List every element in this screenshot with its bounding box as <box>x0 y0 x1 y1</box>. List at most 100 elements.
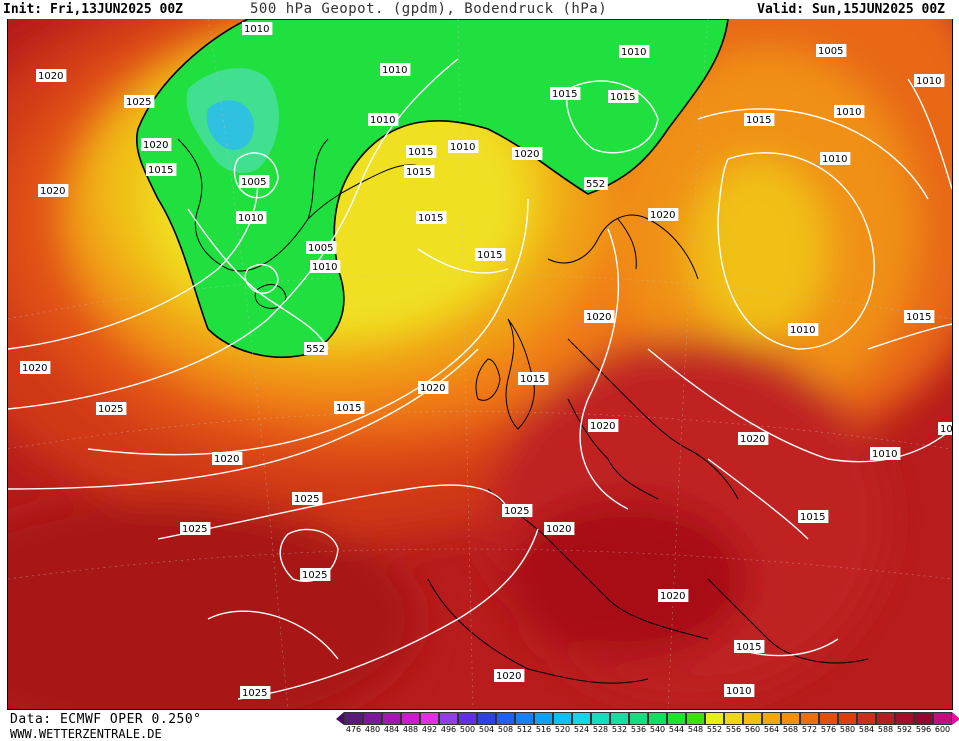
trough-552-region <box>135 19 729 358</box>
isobar-label-text: 1015 <box>336 403 361 414</box>
isobar-label-box <box>180 522 211 535</box>
isobar-label-box <box>380 63 411 76</box>
map-canvas: 1010 1020 1025 1020 1015 1020 1005 1010 1005 1010… <box>8 19 952 709</box>
isobar-label-text: 1010 <box>822 154 847 165</box>
isobar-label: 1025 <box>240 686 271 699</box>
isobar-label-text: 1025 <box>302 570 327 581</box>
isobar-label: 1015 <box>475 248 506 261</box>
isobar-label: 1025 <box>300 568 331 581</box>
legend-tick-label: 596 <box>915 725 932 734</box>
isobar-label-text: 1020 <box>660 591 685 602</box>
isobar-label-text: 552 <box>586 179 605 190</box>
isobar-label-text: 1025 <box>504 506 529 517</box>
legend-swatch <box>724 712 743 725</box>
isobar-label: 1010 <box>724 684 755 697</box>
legend-tick-label: 496 <box>440 725 457 734</box>
isobar-label-box <box>448 140 479 153</box>
legend-swatch <box>534 712 553 725</box>
isobar-label-text: 1015 <box>610 92 635 103</box>
data-source-label: Data: ECMWF OPER 0.250° <box>10 712 202 727</box>
legend-swatch <box>933 712 952 725</box>
isobar-label-box <box>239 175 270 188</box>
isobar-label-text: 1010 <box>382 65 407 76</box>
isobar-label: 1015 <box>904 310 935 323</box>
isobar-label-text: 1010 <box>836 107 861 118</box>
isobar-label: 1005 <box>816 44 847 57</box>
isobar-label-text: 1020 <box>40 186 65 197</box>
isobar-label: 1020 <box>20 361 51 374</box>
isobar-label-text: 1010 <box>726 686 751 697</box>
legend-swatch <box>781 712 800 725</box>
isobar-label-box <box>304 342 328 355</box>
isobar-label: 1020 <box>512 147 543 160</box>
isobar-label: 1025 <box>124 95 155 108</box>
legend-tick-label: 544 <box>668 725 685 734</box>
weather-map: 1010 1020 1025 1020 1015 1020 1005 1010 1005 1010… <box>7 19 953 710</box>
legend-swatch <box>591 712 610 725</box>
isobar-label-text: 1020 <box>214 454 239 465</box>
legend-swatch <box>819 712 838 725</box>
isobar-label-text: 1010 <box>244 24 269 35</box>
isobar-label-box <box>816 44 847 57</box>
isobar-label-box <box>734 640 765 653</box>
isobar-label: 1020 <box>738 432 769 445</box>
graticule <box>8 19 952 709</box>
isobar-label: 1025 <box>502 504 533 517</box>
isobar-label-text: 1020 <box>650 210 675 221</box>
legend-tick-label: 592 <box>896 725 913 734</box>
isobar-label-box <box>584 177 608 190</box>
legend-tick-label: 552 <box>706 725 723 734</box>
isobar-label-text: 1005 <box>818 46 843 57</box>
isobar-label-text: 1020 <box>586 312 611 323</box>
isobar-label-box <box>240 686 271 699</box>
isobar-label-text: 1010 <box>312 262 337 273</box>
isobar-label-box <box>38 184 69 197</box>
chart-title: 500 hPa Geopot. (gpdm), Bodendruck (hPa) <box>250 1 608 17</box>
valid-time: Valid: Sun,15JUN2025 00Z <box>757 2 945 17</box>
legend-tick-label: 508 <box>497 725 514 734</box>
legend-tick-label: 584 <box>858 725 875 734</box>
isobar-label: 1015 <box>734 640 765 653</box>
isobar-label-text: 1020 <box>143 140 168 151</box>
isobar-label: 1010 <box>368 113 399 126</box>
isobar-label: 1025 <box>96 402 127 415</box>
isobar-label: 1015 <box>406 145 437 158</box>
isobar-label-box <box>242 22 273 35</box>
isobar-label-text: 1020 <box>590 421 615 432</box>
legend-tick-label: 576 <box>820 725 837 734</box>
legend-swatch <box>515 712 534 725</box>
legend-swatch <box>458 712 477 725</box>
isobar-label: 1005 <box>938 422 952 435</box>
legend-swatches <box>336 712 959 725</box>
isobar-label: 1015 <box>146 163 177 176</box>
isobar-label-box <box>292 492 323 505</box>
isobar-label: 1020 <box>36 69 67 82</box>
legend-right-arrow <box>952 712 959 725</box>
isobar-label-box <box>518 372 549 385</box>
isobar-label-box <box>20 361 51 374</box>
isobar-label-box <box>236 211 267 224</box>
legend-swatch <box>876 712 895 725</box>
isobar-label-text: 1025 <box>294 494 319 505</box>
legend-tick-label: 512 <box>516 725 533 734</box>
isobar-label-text: 1020 <box>546 524 571 535</box>
legend-tick-label: 572 <box>801 725 818 734</box>
isobar-label: 1005 <box>306 241 337 254</box>
cold-core-center <box>206 100 254 150</box>
isobar-label: 1020 <box>141 138 172 151</box>
isobar-label: 1020 <box>588 419 619 432</box>
legend-swatch <box>895 712 914 725</box>
isobar-label-box <box>724 684 755 697</box>
legend-tick-label: 564 <box>763 725 780 734</box>
legend-tick-label: 504 <box>478 725 495 734</box>
isobar-label-box <box>544 522 575 535</box>
isobar-label-box <box>306 241 337 254</box>
isobar-label-box <box>146 163 177 176</box>
legend-tick-label: 476 <box>345 725 362 734</box>
isobar-label-text: 1015 <box>552 89 577 100</box>
legend-tick-label: 600 <box>934 725 951 734</box>
isobar-label-text: 1015 <box>736 642 761 653</box>
isobar-label: 1015 <box>798 510 829 523</box>
legend-tick-label: 568 <box>782 725 799 734</box>
isobar-label-box <box>914 74 945 87</box>
